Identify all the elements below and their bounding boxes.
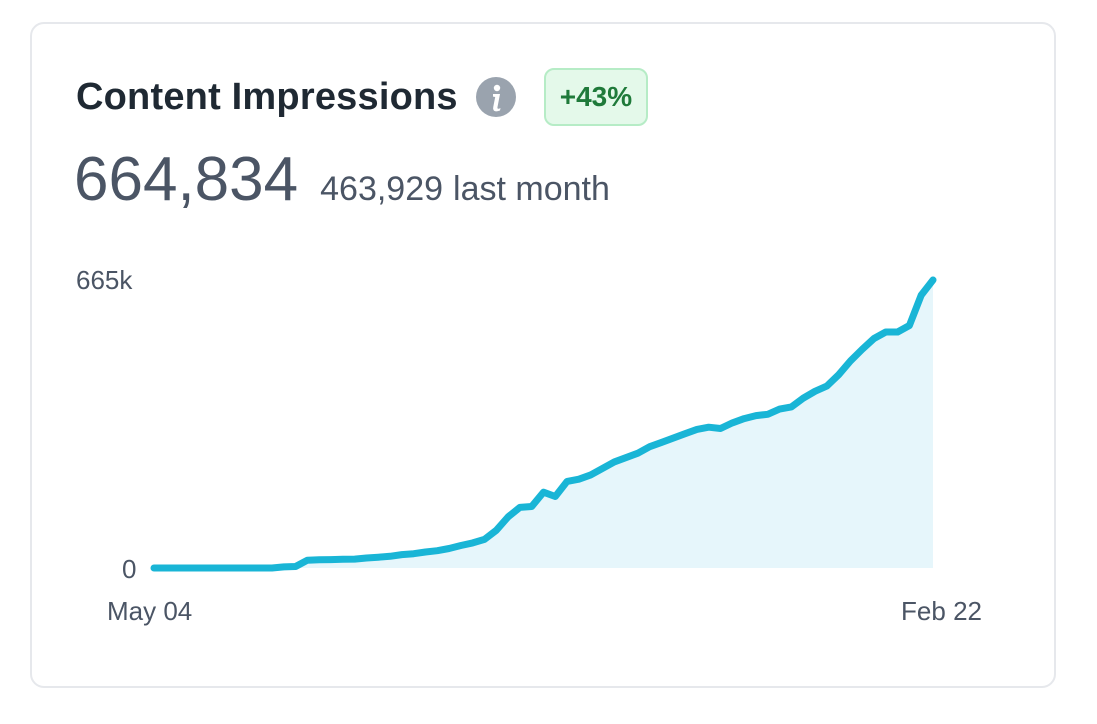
card-title: Content Impressions bbox=[76, 75, 458, 118]
last-month-value: 463,929 bbox=[320, 170, 444, 208]
info-icon[interactable] bbox=[475, 77, 516, 117]
last-month: 463,929 last month bbox=[320, 170, 610, 209]
y-tick-label-top: 665k bbox=[76, 265, 133, 295]
change-badge: +43% bbox=[543, 68, 649, 126]
y-tick-label-bottom: 0 bbox=[122, 554, 136, 584]
current-value: 664,834 bbox=[74, 145, 299, 214]
info-icon-glyph bbox=[492, 84, 501, 112]
card-header: Content Impressions +43% bbox=[76, 68, 649, 126]
x-tick-label-start: May 04 bbox=[107, 596, 192, 626]
series-line bbox=[150, 276, 937, 572]
area-fill bbox=[154, 280, 933, 568]
x-tick-label-end: Feb 22 bbox=[901, 596, 982, 626]
metrics-row: 664,834 463,929 last month bbox=[74, 144, 610, 215]
last-month-label: last month bbox=[453, 170, 610, 208]
